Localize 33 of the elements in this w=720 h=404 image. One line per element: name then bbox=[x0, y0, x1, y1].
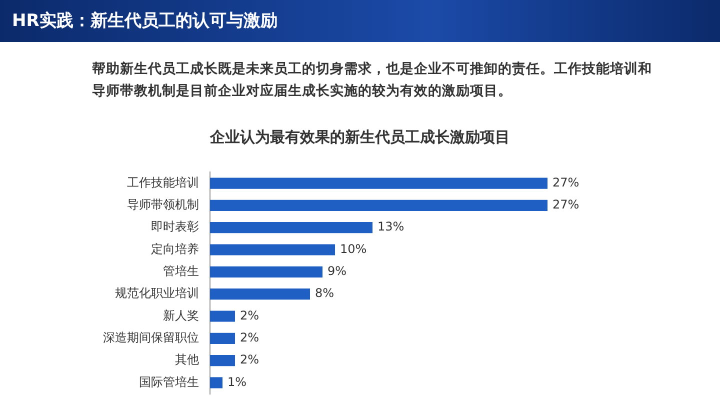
y-tick-label: 规范化职业培训 bbox=[115, 286, 199, 300]
y-tick-label: 工作技能培训 bbox=[127, 175, 199, 190]
bar bbox=[210, 266, 322, 278]
data-label: 27% bbox=[552, 198, 580, 212]
data-label: 13% bbox=[378, 220, 404, 234]
bar bbox=[210, 310, 235, 322]
data-label: 2% bbox=[240, 330, 260, 345]
y-tick-label: 其他 bbox=[175, 352, 199, 367]
bar bbox=[210, 355, 235, 366]
data-label: 27% bbox=[552, 175, 580, 190]
bar bbox=[210, 178, 548, 189]
data-label: 1% bbox=[228, 374, 247, 389]
chart-subtitle: 帮助新生代员工成长既是未来员工的切身需求，也是企业不可推卸的责任。工作技能培训和导师带教机制是目前企业对应届生成长实施的较为有效的激励项目。 bbox=[92, 60, 652, 101]
bar bbox=[210, 377, 222, 388]
bar bbox=[210, 222, 372, 234]
bar bbox=[210, 288, 310, 300]
y-tick-label: 导师带领机制 bbox=[127, 198, 199, 212]
bar bbox=[210, 332, 235, 344]
y-tick-label: 即时表彰 bbox=[151, 220, 199, 234]
y-tick-label: 新人奖 bbox=[163, 308, 199, 322]
y-tick-label: 国际管培生 bbox=[139, 374, 199, 389]
data-label: 2% bbox=[240, 352, 260, 367]
data-label: 10% bbox=[340, 242, 367, 256]
bar bbox=[210, 200, 548, 211]
y-tick-label: 管培生 bbox=[163, 264, 199, 278]
data-label: 9% bbox=[328, 264, 347, 278]
data-label: 2% bbox=[240, 308, 260, 322]
text: 企业认为最有效果的新生代员工成长激励项目 bbox=[209, 128, 511, 147]
data-label: 8% bbox=[315, 286, 334, 300]
y-tick-label: 深造期间保留职位 bbox=[103, 330, 199, 345]
chart-title: HR实践：新生代员工的认可与激励 bbox=[12, 10, 278, 32]
y-tick-label: 定向培养 bbox=[151, 242, 199, 256]
bar bbox=[210, 244, 335, 256]
